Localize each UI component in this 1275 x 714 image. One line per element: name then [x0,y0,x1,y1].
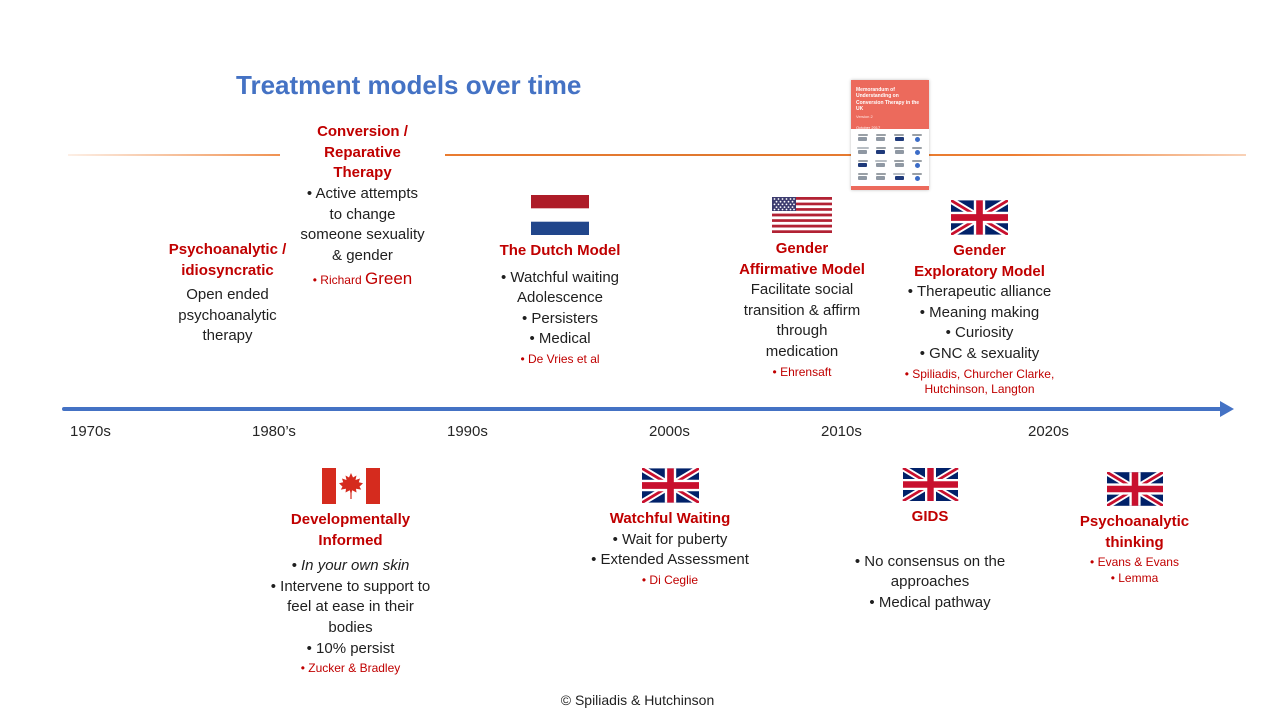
model-body: Open ended psychoanalytic therapy [178,286,277,345]
logo-placeholder [892,134,907,142]
decade-label-1980s: 1980’s [252,423,296,440]
model-body: • Wait for puberty • Extended Assessment [591,530,749,569]
model-gender-affirmative: Gender Affirmative Model Facilitate soci… [712,197,892,380]
logo-placeholder [855,173,870,181]
copyright-footer: © Spiliadis & Hutchinson [560,692,715,708]
timeline-arrowhead-icon [1220,401,1234,417]
mou-title-line2: Conversion Therapy in the UK [856,99,920,112]
model-title: The Dutch Model [499,242,621,259]
logo-placeholder [910,173,925,181]
logo-placeholder [855,147,870,155]
mou-version: Version 2 [856,114,873,119]
logo-placeholder [855,160,870,168]
model-dutch: The Dutch Model • Watchful waiting Adole… [470,195,650,368]
usa-flag-icon [772,197,832,233]
uk-flag-icon [901,468,959,501]
decade-label-1970s: 1970s [70,423,111,440]
mou-date: October 2017 [856,125,881,130]
model-citation: • Zucker & Bradley [300,661,401,676]
canada-flag-icon [321,468,380,504]
model-body: • Active attempts to change someone sexu… [300,185,425,264]
logo-placeholder [873,160,888,168]
logo-placeholder [892,160,907,168]
model-body: • In your own skin • Intervene to suppor… [238,556,463,659]
logo-placeholder [855,134,870,142]
logo-placeholder [910,134,925,142]
model-title: Watchful Waiting [609,510,731,527]
model-title: Developmentally Informed [290,511,411,549]
logo-placeholder [910,147,925,155]
logo-placeholder [873,173,888,181]
logo-placeholder [873,147,888,155]
logo-placeholder [910,160,925,168]
book-title-italic: • In your own skin [291,557,410,575]
model-title: Psychoanalytic / idiosyncratic [168,241,287,279]
logo-placeholder [892,147,907,155]
model-body: • Watchful waiting Adolescence • Persist… [500,268,620,348]
model-citation: • Ehrensaft [772,364,832,379]
model-citation: • Di Ceglie [641,572,699,587]
decade-label-2010s: 2010s [821,423,862,440]
logo-placeholder [873,134,888,142]
netherlands-flag-icon [531,195,589,235]
model-title: GIDS [911,508,949,525]
model-psychoanalytic-idiosyncratic: Psychoanalytic / idiosyncratic Open ende… [135,240,320,347]
uk-flag-icon [951,200,1008,235]
logo-placeholder [892,173,907,181]
decade-label-2000s: 2000s [649,423,690,440]
mou-title-line1: Memorandum of Understanding on [856,87,899,100]
mou-document-thumbnail: Memorandum of Understanding on Conversio… [851,80,929,190]
model-psychoanalytic-thinking: Psychoanalytic thinking • Evans & Evans … [1037,472,1232,587]
model-citation: • Evans & Evans • Lemma [1090,555,1179,586]
decade-label-1990s: 1990s [447,423,488,440]
model-conversion-reparative: Conversion / Reparative Therapy • Active… [280,122,445,291]
model-title: Gender Exploratory Model [914,242,1045,280]
model-body: • Therapeutic alliance • Meaning making … [907,283,1052,363]
model-body: • No consensus on the approaches • Medic… [854,552,1006,611]
uk-flag-icon [641,468,699,503]
mou-thumbnail-footer-bar [851,186,929,190]
model-gids: GIDS • No consensus on the approaches • … [825,468,1035,613]
model-title: Gender Affirmative Model [739,240,865,278]
model-citation: • De Vries et al [520,351,600,366]
model-title: Psychoanalytic thinking [1079,513,1190,551]
model-gender-exploratory: Gender Exploratory Model • Therapeutic a… [872,200,1087,398]
orange-divider-line [68,154,1246,156]
model-citation: • Richard Green [312,269,413,289]
model-title: Conversion / Reparative Therapy [280,122,445,185]
mou-thumbnail-header: Memorandum of Understanding on Conversio… [851,80,929,130]
decade-label-2020s: 2020s [1028,423,1069,440]
model-watchful-waiting: Watchful Waiting • Wait for puberty • Ex… [565,468,775,589]
uk-flag-icon [1106,472,1163,506]
model-citation: • Spiliadis, Churcher Clarke, Hutchinson… [904,366,1055,397]
model-body: Facilitate social transition & affirm th… [743,281,861,361]
signatory-logos-grid [851,129,929,186]
model-developmentally-informed: Developmentally Informed • In your own s… [238,468,463,677]
timeline-axis [62,407,1222,411]
page-title: Treatment models over time [236,70,582,100]
